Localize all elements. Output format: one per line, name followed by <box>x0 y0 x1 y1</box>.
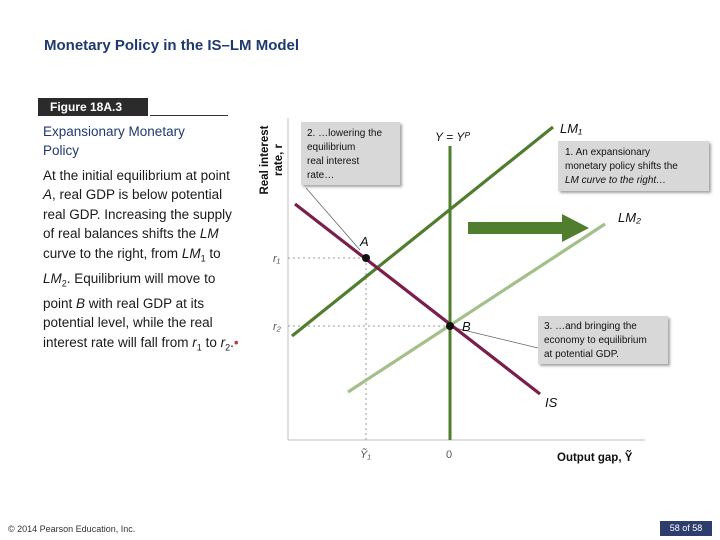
callout-2-box <box>301 122 400 185</box>
description-text: to <box>201 334 221 350</box>
r2-ref: r <box>220 334 226 350</box>
callout-2: 2. …lowering the equilibrium real intere… <box>301 122 400 185</box>
figure-subtitle: Expansionary Monetary Policy <box>43 124 185 158</box>
page-number-badge: 58 of 58 <box>660 521 712 536</box>
callout-2-line: 2. …lowering the <box>307 128 382 139</box>
lm-ref: LM <box>199 226 219 242</box>
lm1-ref: LM <box>181 245 201 261</box>
figure-label: Figure 18A.3 <box>38 98 148 116</box>
description-text: . <box>230 334 234 350</box>
bullet-icon: • <box>233 334 239 350</box>
callout-2-line: real interest <box>307 156 359 167</box>
lm1-label: LM₁ <box>560 121 582 136</box>
lm2-label: LM₂ <box>618 210 641 225</box>
point-a-label: A <box>359 234 369 249</box>
lm2-subscript: 2 <box>61 278 67 289</box>
lm2-ref: LM <box>43 270 62 286</box>
description-text: with real GDP at its potential level, wh… <box>43 295 213 350</box>
description-text: to <box>205 245 221 261</box>
point-b-marker <box>446 322 454 330</box>
r2-tick-label: r₂ <box>273 321 282 333</box>
callout-1-line: monetary policy shifts the <box>565 161 678 172</box>
callout3-pointer <box>454 327 539 349</box>
point-b-ref: B <box>76 295 86 311</box>
lm1-subscript: 1 <box>200 253 206 264</box>
description-text: , real GDP is below potential real GDP. … <box>43 187 232 242</box>
is-label: IS <box>545 395 558 410</box>
callout-2-line: equilibrium <box>307 142 355 153</box>
r1-tick-label: r₁ <box>273 253 281 265</box>
figure-label-rule <box>150 115 228 116</box>
point-a-marker <box>362 254 370 262</box>
callout-1-box <box>558 141 709 191</box>
r1-subscript: 1 <box>196 342 202 353</box>
callout-1-line: LM curve to the right… <box>565 175 666 186</box>
slide-title: Monetary Policy in the IS–LM Model <box>44 37 300 54</box>
callout-3-box <box>538 316 668 364</box>
description-text: curve to the right, from <box>43 245 182 261</box>
lm1-curve <box>290 125 555 338</box>
description-text: At the initial equilibrium at point <box>43 168 230 183</box>
point-a-ref: A <box>43 187 53 203</box>
y1-tick-label: Ỹ₁ <box>360 448 371 461</box>
r1-ref: r <box>192 334 197 350</box>
callout-3-line: 3. …and bringing the <box>544 321 637 332</box>
callout-2-line: rate… <box>307 170 334 181</box>
is-curve <box>294 202 541 396</box>
figure-description: At the initial equilibrium at point A, r… <box>43 166 243 358</box>
r2-subscript: 2 <box>225 342 231 353</box>
callout2-pointer <box>305 187 361 251</box>
copyright-notice: © 2014 Pearson Education, Inc. <box>8 524 136 534</box>
callout-1-line: 1. An expansionary <box>565 147 650 158</box>
callout-3-line: at potential GDP. <box>544 349 619 360</box>
zero-tick-label: 0 <box>446 449 452 461</box>
description-text: . Equilibrium will move to point <box>43 270 216 311</box>
lm2-curve <box>347 222 606 394</box>
callout-3-line: economy to equilibrium <box>544 335 647 346</box>
shift-arrow <box>468 214 589 242</box>
y-axis-label-2: rate, r <box>273 143 285 175</box>
point-b-label: B <box>462 319 471 334</box>
x-axis-label: Output gap, Ỹ <box>557 451 633 464</box>
potential-gdp-label: Y = Yᴾ <box>435 130 470 144</box>
y-axis-label: Real interest <box>259 125 271 194</box>
callout-1: 1. An expansionary monetary policy shift… <box>558 141 709 191</box>
callout-3: 3. …and bringing the economy to equilibr… <box>538 316 668 364</box>
